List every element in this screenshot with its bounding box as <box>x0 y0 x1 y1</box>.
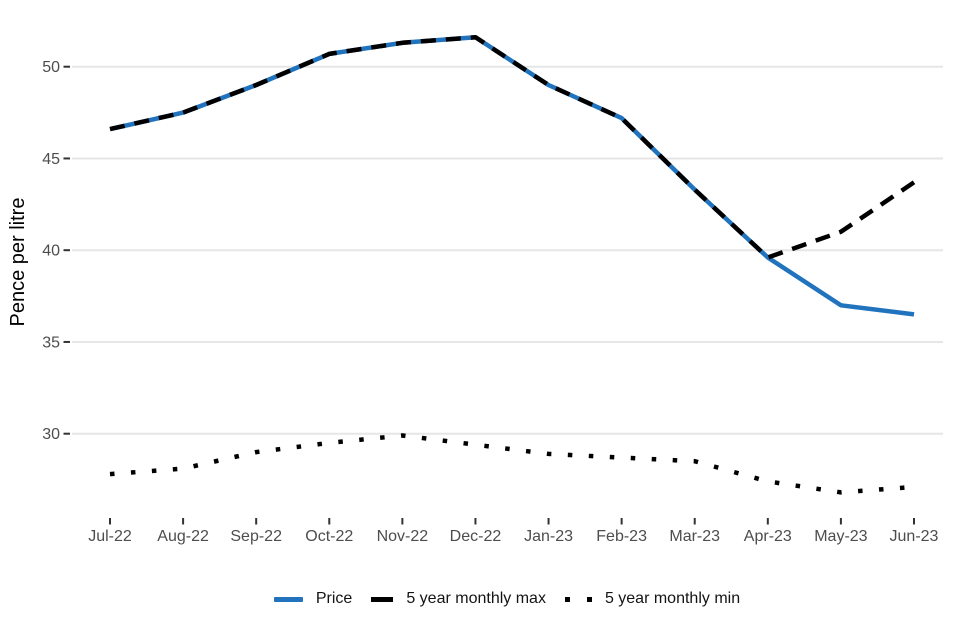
x-tick-label-Jun-23: Jun-23 <box>890 528 939 545</box>
y-tick-label-30: 30 <box>42 426 60 443</box>
legend-label-price: Price <box>315 590 353 607</box>
x-tick-label-Apr-23: Apr-23 <box>744 528 792 545</box>
legend-item-min: 5 year monthly min <box>564 590 741 608</box>
x-tick-label-May-23: May-23 <box>814 528 867 545</box>
y-axis-title: Pence per litre <box>7 198 29 327</box>
y-tick-label-45: 45 <box>42 151 60 168</box>
legend-item-price: Price <box>273 590 353 608</box>
series-line-price <box>109 35 915 317</box>
x-axis-ticks: Jul-22 Aug-22 Sep-22 Oct-22 Nov-22 Dec-22 Jan-… <box>88 518 939 545</box>
y-axis-ticks: 30 35 40 45 50 <box>42 59 70 443</box>
max-line-swatch <box>371 596 394 602</box>
x-tick-label-Mar-23: Mar-23 <box>669 528 720 545</box>
y-tick-label-35: 35 <box>42 334 60 351</box>
x-tick-label-Nov-22: Nov-22 <box>377 528 429 545</box>
x-tick-label-Feb-23: Feb-23 <box>596 528 647 545</box>
y-tick-label-50: 50 <box>42 59 60 76</box>
series-lines <box>109 35 916 495</box>
x-tick-label-Dec-22: Dec-22 <box>450 528 502 545</box>
legend-label-min: 5 year monthly min <box>604 590 741 607</box>
gridlines <box>72 65 943 435</box>
x-tick-label-Oct-22: Oct-22 <box>305 528 353 545</box>
series-line-5-year-monthly-min <box>109 433 915 495</box>
price-line-swatch <box>273 596 303 602</box>
min-line-swatch <box>564 596 592 602</box>
x-tick-label-Jan-23: Jan-23 <box>524 528 573 545</box>
series-line-5-year-monthly-max <box>109 35 916 260</box>
x-tick-label-Sep-22: Sep-22 <box>230 528 282 545</box>
x-tick-label-Jul-22: Jul-22 <box>88 528 132 545</box>
legend-label-max: 5 year monthly max <box>406 590 546 607</box>
legend-item-max: 5 year monthly max <box>371 590 546 608</box>
y-tick-label-40: 40 <box>42 243 60 260</box>
legend: Price 5 year monthly max 5 year monthly … <box>54 586 960 612</box>
x-tick-label-Aug-22: Aug-22 <box>157 528 209 545</box>
